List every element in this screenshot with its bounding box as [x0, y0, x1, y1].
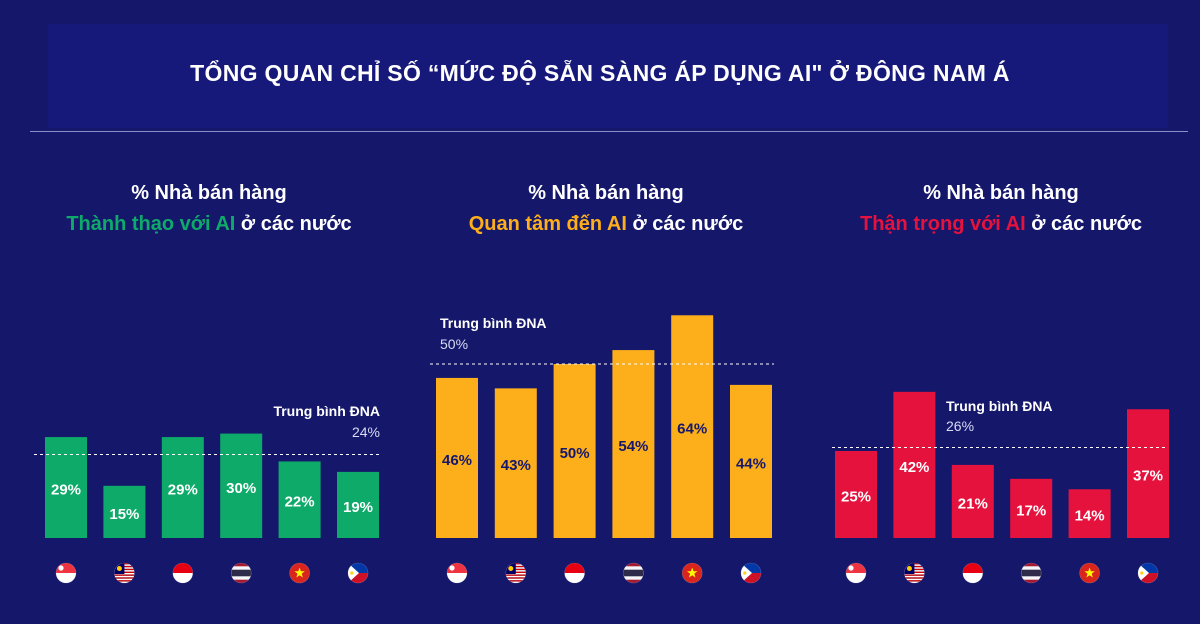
panel-heading: % Nhà bán hàng Thành thạo với AI ở các n…: [12, 178, 406, 240]
panel-heading-suffix: ở các nước: [235, 213, 352, 235]
panel-heading-line1: % Nhà bán hàng: [528, 182, 684, 204]
vietnam-flag-icon: [1079, 562, 1100, 584]
bar-thailand: [220, 433, 263, 538]
bar-philippines: [1127, 409, 1169, 538]
bar-value-label: 37%: [1133, 468, 1163, 485]
bar-value-label: 64%: [677, 421, 707, 438]
philippines-flag-icon: [740, 562, 762, 584]
average-value: 24%: [352, 424, 380, 440]
bar-philippines: [337, 471, 379, 538]
panel-heading-highlight: Quan tâm đến AI: [468, 213, 627, 235]
bar-value-label: 15%: [109, 506, 139, 523]
thailand-flag-icon: [623, 562, 644, 584]
bar-vietnam: [1068, 489, 1111, 538]
bar-thailand: [612, 350, 655, 538]
average-value: 50%: [440, 336, 468, 352]
panel-heading-highlight: Thành thạo với AI: [66, 213, 236, 235]
panel-proficient: % Nhà bán hàng Thành thạo với AI ở các n…: [12, 0, 406, 624]
panel-heading: % Nhà bán hàng Thận trọng với AI ở các n…: [806, 178, 1196, 240]
panel-heading-highlight: Thận trọng với AI: [859, 213, 1026, 235]
philippines-flag-icon: [1137, 562, 1159, 584]
bar-value-label: 42%: [899, 459, 929, 476]
average-value: 26%: [946, 418, 974, 434]
indonesia-flag-icon: [172, 562, 194, 584]
bar-indonesia: [161, 437, 204, 538]
bar-thailand: [1010, 478, 1053, 538]
bar-philippines: [730, 384, 772, 538]
malaysia-flag-icon: [904, 562, 925, 584]
bar-indonesia: [951, 464, 994, 538]
title-divider: [30, 131, 1188, 132]
bar-value-label: 43%: [501, 457, 531, 474]
bar-value-label: 25%: [841, 489, 871, 506]
bar-value-label: 46%: [442, 452, 472, 469]
panel-interested: % Nhà bán hàng Quan tâm đến AI ở các nướ…: [406, 0, 806, 624]
panel-heading: % Nhà bán hàng Quan tâm đến AI ở các nướ…: [406, 178, 806, 240]
panel-heading-line1: % Nhà bán hàng: [131, 182, 287, 204]
indonesia-flag-icon: [564, 562, 585, 584]
bar-malaysia: [893, 391, 936, 538]
bar-value-label: 21%: [958, 495, 988, 512]
indonesia-flag-icon: [962, 562, 984, 584]
bar-indonesia: [553, 364, 596, 538]
singapore-flag-icon: [845, 562, 867, 584]
bar-value-label: 50%: [560, 445, 590, 462]
average-label: Trung bình ĐNA: [273, 403, 380, 419]
bar-vietnam: [671, 315, 714, 538]
page-title: TỔNG QUAN CHỈ SỐ “MỨC ĐỘ SẴN SÀNG ÁP DỤN…: [190, 60, 1010, 86]
bar-value-label: 54%: [618, 438, 648, 455]
bar-value-label: 17%: [1016, 502, 1046, 519]
bar-singapore: [436, 377, 478, 538]
singapore-flag-icon: [55, 562, 77, 584]
bar-value-label: 29%: [168, 482, 198, 499]
bar-value-label: 14%: [1075, 508, 1105, 525]
panel-heading-line1: % Nhà bán hàng: [923, 182, 1079, 204]
thailand-flag-icon: [230, 562, 252, 584]
bar-value-label: 29%: [51, 482, 81, 499]
bar-singapore: [45, 437, 87, 538]
title-band: [48, 24, 1168, 128]
panel-heading-suffix: ở các nước: [1025, 213, 1142, 235]
bar-value-label: 44%: [736, 455, 766, 472]
philippines-flag-icon: [347, 562, 369, 584]
thailand-flag-icon: [1020, 562, 1042, 584]
bar-value-label: 19%: [343, 499, 373, 516]
average-label: Trung bình ĐNA: [440, 315, 547, 331]
average-label: Trung bình ĐNA: [946, 398, 1053, 414]
bar-malaysia: [103, 485, 146, 538]
panel-cautious: % Nhà bán hàng Thận trọng với AI ở các n…: [806, 0, 1196, 624]
panel-heading-suffix: ở các nước: [626, 213, 744, 235]
vietnam-flag-icon: [289, 562, 310, 584]
bar-value-label: 30%: [226, 480, 256, 497]
bar-vietnam: [278, 461, 321, 538]
vietnam-flag-icon: [681, 562, 703, 584]
bar-malaysia: [494, 388, 537, 538]
malaysia-flag-icon: [114, 562, 135, 584]
singapore-flag-icon: [446, 562, 468, 584]
bar-value-label: 22%: [285, 494, 315, 511]
bar-singapore: [835, 451, 877, 538]
malaysia-flag-icon: [505, 562, 527, 584]
